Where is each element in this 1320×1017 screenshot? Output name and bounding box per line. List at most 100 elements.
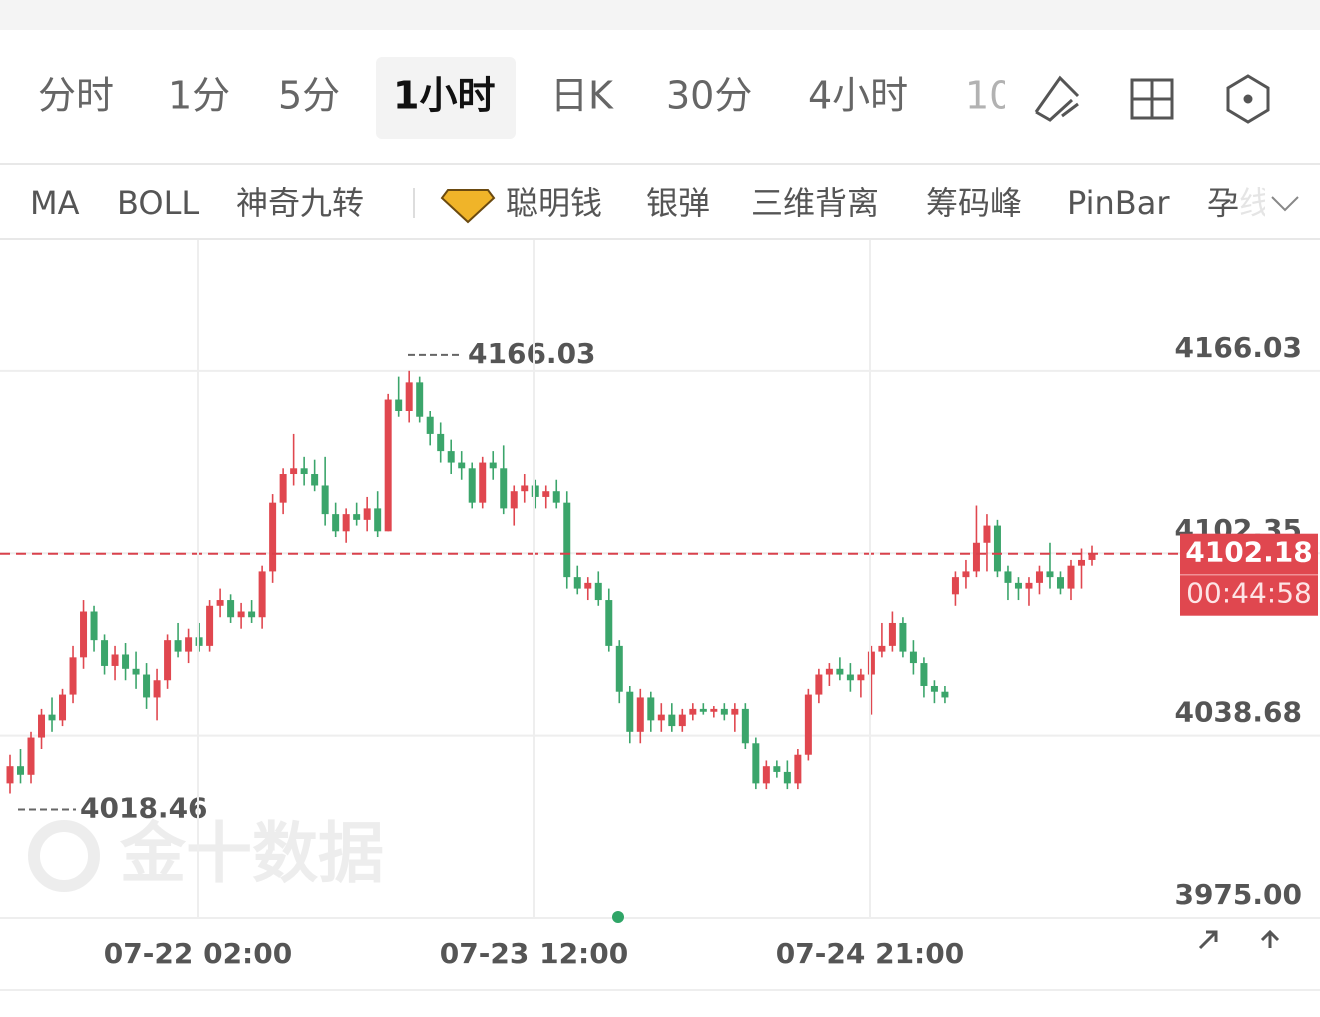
diamond-icon (440, 189, 496, 224)
expand-arrow[interactable] (1198, 930, 1218, 950)
candle-body (794, 754, 802, 784)
candle-body (269, 502, 277, 572)
indicator[interactable]: 三维背离 (751, 184, 879, 222)
y-tick-label: 3975.00 (1174, 878, 1302, 911)
draw-icon[interactable] (1034, 75, 1080, 122)
tab-fade (1005, 60, 1045, 140)
candle-body (1077, 559, 1085, 566)
candle-body (6, 766, 14, 784)
tab[interactable]: 5分 (278, 74, 340, 118)
candle-body (773, 766, 781, 772)
candle-body (111, 654, 119, 666)
candle-body (657, 714, 665, 721)
candle-body (458, 462, 466, 469)
scroll-dot (612, 911, 624, 923)
row-fade (1240, 172, 1320, 234)
candle-body (962, 571, 970, 578)
candle-body (237, 611, 245, 618)
y-tick-label: 4038.68 (1174, 696, 1302, 729)
candle-body (195, 637, 203, 646)
candle-body (594, 582, 602, 601)
candle-body (878, 645, 886, 652)
candle-body (206, 605, 214, 646)
indicator[interactable]: MA (30, 184, 80, 222)
candle-body (227, 600, 235, 618)
candle-body (489, 462, 497, 469)
candle-body (636, 697, 644, 732)
candle-body (17, 766, 25, 775)
candle-body (426, 416, 434, 434)
candle-body (321, 485, 329, 515)
candle-body (132, 668, 140, 675)
candle-body (384, 399, 392, 532)
watermark: 金十数据 (28, 815, 384, 892)
tab[interactable]: 1分 (168, 74, 230, 118)
candle-body (888, 622, 896, 646)
indicator[interactable]: 银弹 (646, 184, 710, 222)
candle-body (920, 663, 928, 686)
candle-body (510, 491, 518, 509)
corner-icons (1198, 929, 1280, 950)
candle-body (573, 577, 581, 589)
indicator[interactable]: PinBar (1067, 184, 1170, 222)
high-label: 4166.03 (468, 337, 596, 370)
candle-body (1035, 571, 1043, 583)
x-tick-label: 07-23 12:00 (440, 937, 628, 970)
toolbar-icons (1034, 74, 1270, 124)
tab[interactable]: 30分 (666, 74, 752, 118)
settings-icon[interactable] (1226, 74, 1270, 124)
candle-body (342, 514, 350, 532)
candle-body (783, 771, 791, 784)
expand-icon[interactable] (1271, 196, 1299, 212)
candle-body (353, 514, 361, 520)
candle-body (678, 714, 686, 727)
candle-body (615, 645, 623, 692)
candle-body (521, 485, 529, 492)
candle-body (479, 462, 487, 503)
candle-body (447, 451, 455, 463)
candle-body (626, 691, 634, 732)
indicator[interactable]: 聪明钱 (506, 184, 602, 222)
y-tick-label: 4166.03 (1174, 331, 1302, 364)
candle-body (941, 691, 949, 698)
candle-body (80, 611, 88, 658)
countdown: 00:44:58 (1186, 577, 1312, 610)
indicator[interactable]: 筹码峰 (926, 184, 1022, 222)
candle-body (720, 708, 728, 715)
indicator-row: MA BOLL 神奇九转 聪明钱 银弹 三维背离 筹码峰 PinBar 孕线 (30, 184, 1265, 224)
candle-body (363, 508, 371, 520)
candle-body (1046, 571, 1054, 578)
candle-body (153, 680, 161, 698)
candle-body (174, 640, 182, 652)
candle-body (290, 468, 298, 475)
tab[interactable]: 4小时 (808, 74, 908, 118)
candle-body (500, 468, 508, 509)
candle-body (405, 382, 413, 412)
tab[interactable]: 日K (550, 74, 614, 118)
candle-body (258, 571, 266, 618)
candle-body (122, 654, 130, 669)
candle-body (1088, 553, 1096, 560)
up-arrow[interactable] (1260, 929, 1280, 948)
active-tab-bg (376, 57, 516, 139)
x-tick-label: 07-24 21:00 (776, 937, 964, 970)
tab[interactable]: 1小时 (393, 74, 495, 118)
candle-body (185, 637, 193, 652)
candle-body (689, 708, 697, 715)
tab[interactable]: 分时 (38, 74, 114, 118)
candle-body (846, 674, 854, 681)
candle-body (216, 600, 224, 606)
candle-body (993, 525, 1001, 572)
candle-body (468, 468, 476, 503)
top-strip (0, 0, 1320, 30)
candle-body (710, 708, 718, 712)
candle-body (437, 433, 445, 452)
candle-body (804, 694, 812, 755)
indicator[interactable]: 神奇九转 (236, 184, 364, 222)
candle-body (1056, 577, 1064, 589)
indicator[interactable]: BOLL (117, 184, 199, 222)
candle-body (48, 714, 56, 721)
candle-body (311, 474, 319, 486)
